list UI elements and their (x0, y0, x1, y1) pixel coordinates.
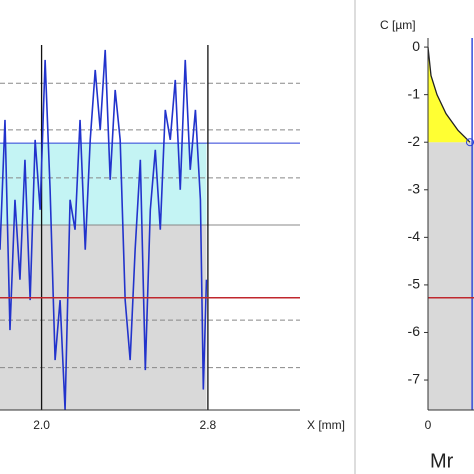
y-tick-label: -5 (408, 276, 421, 292)
y-tick-label: -7 (408, 371, 421, 387)
y-tick-label: -1 (408, 85, 421, 101)
y-tick-label: 0 (412, 38, 420, 54)
band (0, 143, 207, 225)
x-tick-label: 2.8 (200, 418, 217, 432)
y-tick-label: -6 (408, 323, 421, 339)
abbott-area (428, 47, 471, 143)
material-fill (428, 142, 474, 411)
y-tick-label: -4 (408, 228, 421, 244)
y-tick-label: -2 (408, 133, 421, 149)
y-tick-label: -3 (408, 180, 421, 196)
abbott-curve (427, 47, 471, 143)
x-tick-label: 0 (425, 418, 432, 432)
y-axis-label: C [µm] (380, 18, 416, 32)
x-tick-label: 2.0 (33, 418, 50, 432)
x-axis-label: X [mm] (307, 418, 345, 432)
profile-line (0, 49, 208, 411)
x-axis-label: Mr (430, 450, 454, 472)
material-fill (0, 224, 207, 410)
